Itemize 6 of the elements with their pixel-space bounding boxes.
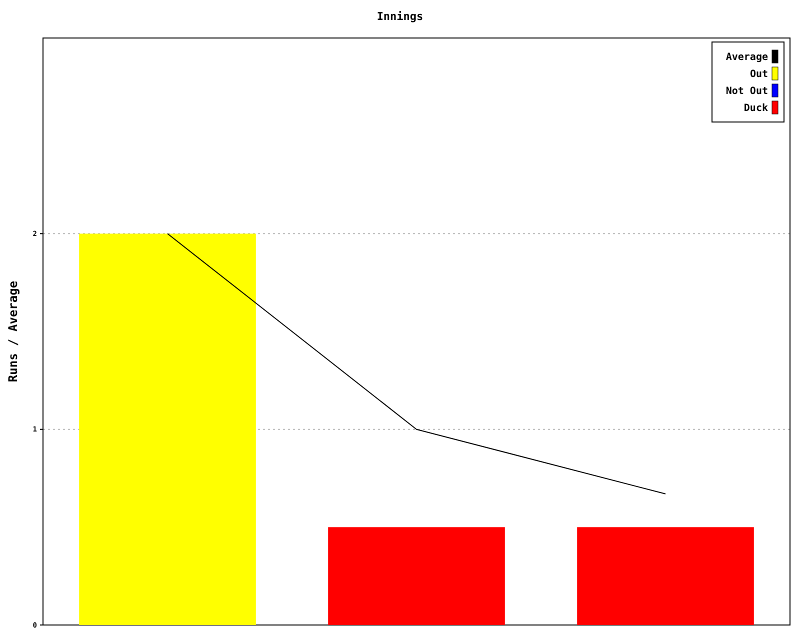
y-axis-title: Runs / Average: [6, 280, 20, 382]
legend-label: Average: [726, 52, 768, 63]
legend-label: Out: [750, 69, 768, 80]
legend-label: Duck: [744, 103, 768, 114]
chart-title: Innings: [376, 10, 424, 23]
legend-label: Not Out: [726, 86, 768, 97]
